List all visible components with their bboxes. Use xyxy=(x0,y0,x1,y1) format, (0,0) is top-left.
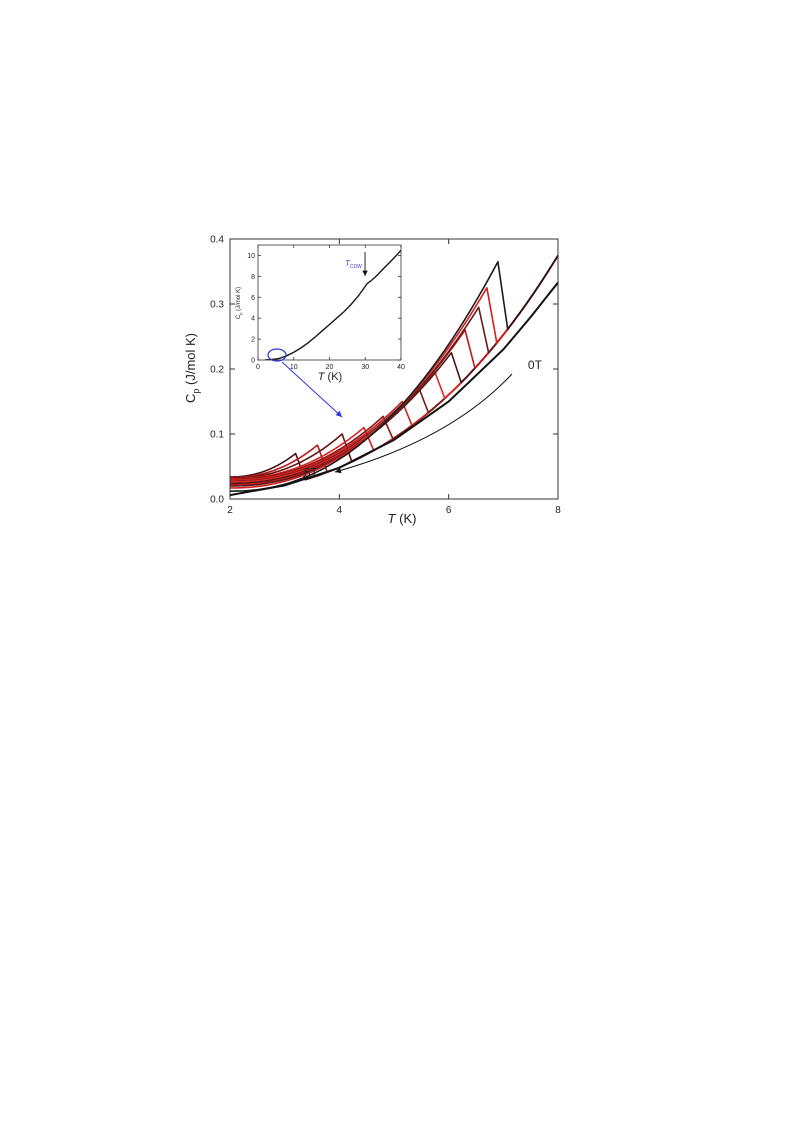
inset-x-tick-label: 10 xyxy=(290,364,298,371)
main-x-tick-label: 4 xyxy=(337,505,343,516)
inset-background xyxy=(258,245,401,360)
inset-chart: 0 10 20 30 40 0 2 4 6 8 10 T (K) Cp (J/mol K) TCD… xyxy=(236,244,405,418)
main-series-group xyxy=(230,255,558,492)
main-y-tick-label: 0.3 xyxy=(210,300,224,311)
main-y-axis-label: Cp (J/mol K) xyxy=(183,333,201,403)
main-x-tick-label: 2 xyxy=(227,505,233,516)
main-x-axis-label: T (K) xyxy=(388,511,417,526)
inset-x-tick-label: 30 xyxy=(361,364,369,371)
inset-y-tick-label: 2 xyxy=(251,337,255,344)
main-y-tick-label: 0.4 xyxy=(210,235,224,246)
main-annotations: 0T 6T xyxy=(304,358,543,479)
inset-y-tick-label: 10 xyxy=(247,253,255,260)
cp-series-line xyxy=(230,255,558,492)
normal-state-curve-group xyxy=(230,281,558,497)
inset-y-ticks: 0 2 4 6 8 10 xyxy=(247,253,401,365)
inset-curve-group xyxy=(265,249,401,360)
normal-state-curve xyxy=(230,281,558,497)
main-y-ticks: 0.0 0.1 0.2 0.3 0.4 xyxy=(210,235,558,506)
inset-y-tick-label: 6 xyxy=(251,295,255,302)
zoom-link-arrow xyxy=(281,361,343,418)
inset-y-tick-label: 0 xyxy=(251,358,255,365)
inset-y-tick-label: 8 xyxy=(251,274,255,281)
inset-x-ticks: 0 10 20 30 40 xyxy=(256,245,405,371)
inset-cp-line xyxy=(265,249,401,360)
inset-x-tick-label: 20 xyxy=(326,364,334,371)
main-y-tick-label: 0.1 xyxy=(210,430,224,441)
main-y-tick-label: 0.2 xyxy=(210,365,224,376)
inset-y-axis-label: Cp (J/mol K) xyxy=(236,287,243,319)
inset-x-tick-label: 40 xyxy=(397,364,405,371)
inset-x-tick-label: 0 xyxy=(256,364,260,371)
main-x-ticks: 2 4 6 8 xyxy=(227,239,561,516)
field-annotation: 0T xyxy=(528,358,543,372)
inset-y-tick-label: 4 xyxy=(251,316,255,323)
field-annotation: 6T xyxy=(304,465,319,479)
main-x-tick-label: 8 xyxy=(555,505,561,516)
field-direction-arrow xyxy=(334,373,513,474)
low-temperature-highlight-circle xyxy=(267,348,287,362)
inset-x-axis-label: T (K) xyxy=(318,371,342,383)
main-x-tick-label: 6 xyxy=(446,505,452,516)
cdw-transition-label: TCDW xyxy=(345,259,362,270)
main-y-tick-label: 0.0 xyxy=(210,495,224,506)
